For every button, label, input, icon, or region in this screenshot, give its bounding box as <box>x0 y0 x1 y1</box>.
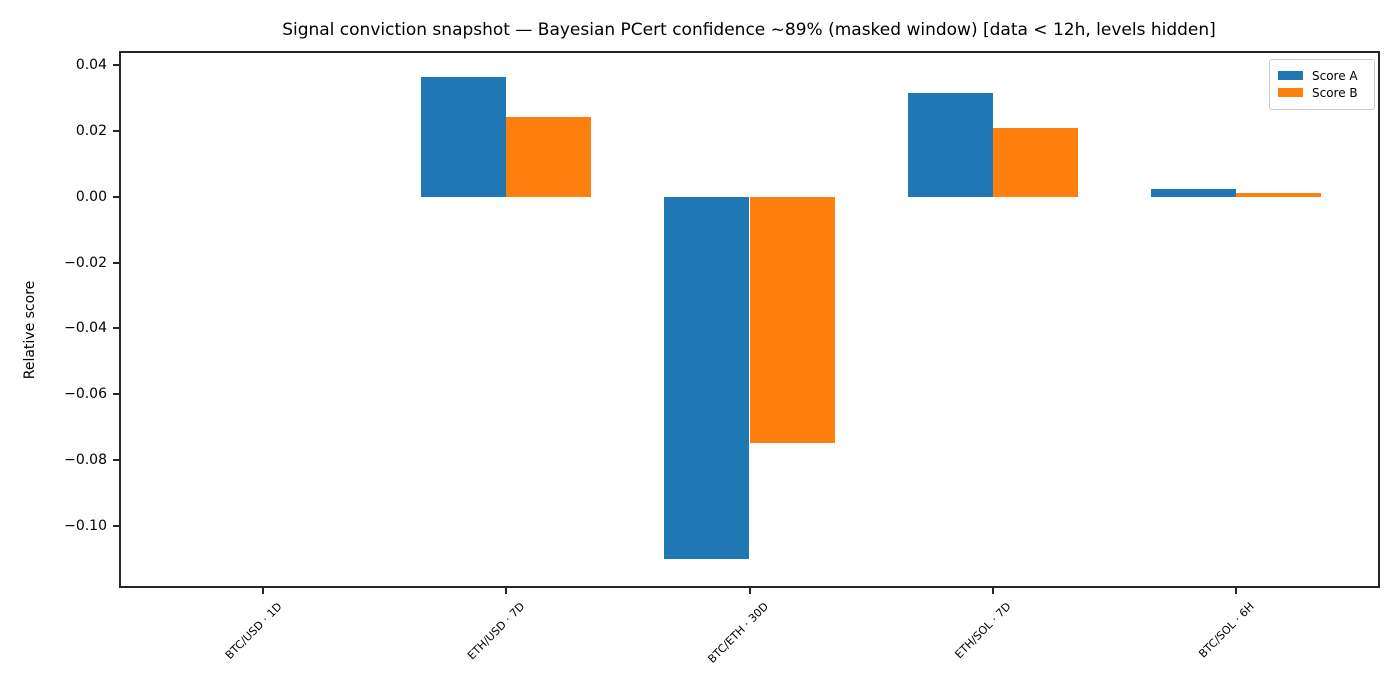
x-tick-mark <box>748 588 751 594</box>
right-spine <box>1378 51 1380 588</box>
legend-label-score-a: Score A <box>1312 68 1358 83</box>
y-tick-label: −0.02 <box>64 254 107 271</box>
x-tick-label: BTC/SOL · 6H <box>1196 600 1257 661</box>
legend: Score A Score B <box>1269 59 1375 110</box>
x-tick-mark <box>262 588 265 594</box>
x-tick-label: BTC/USD · 1D <box>222 600 285 662</box>
y-tick-mark <box>113 327 119 330</box>
x-tick-mark <box>1234 588 1237 594</box>
y-tick-label: 0.02 <box>75 122 107 139</box>
score-b-swatch-icon <box>1278 88 1303 97</box>
bar-score-a-3 <box>907 93 993 197</box>
bar-score-b-1 <box>506 116 592 197</box>
legend-item-score-a: Score A <box>1278 68 1366 83</box>
x-tick-label: ETH/USD · 7D <box>465 600 528 663</box>
bottom-spine <box>119 586 1380 588</box>
bar-score-b-4 <box>1235 192 1321 197</box>
y-tick-mark <box>113 195 119 198</box>
y-tick-label: −0.06 <box>64 386 107 403</box>
y-tick-label: 0.00 <box>75 188 107 205</box>
bar-score-b-3 <box>992 127 1078 197</box>
y-tick-mark <box>113 261 119 264</box>
x-tick-label: ETH/SOL · 7D <box>952 600 1014 662</box>
x-tick-mark <box>505 588 508 594</box>
bar-score-a-2 <box>664 196 750 560</box>
y-tick-mark <box>113 458 119 461</box>
y-tick-mark <box>113 524 119 527</box>
score-a-swatch-icon <box>1278 71 1303 80</box>
y-tick-mark <box>113 64 119 67</box>
bar-score-a-4 <box>1150 189 1236 197</box>
y-tick-label: −0.08 <box>64 451 107 468</box>
y-tick-mark <box>113 393 119 396</box>
y-tick-label: −0.04 <box>64 320 107 337</box>
bar-score-b-2 <box>749 196 835 443</box>
bar-score-a-1 <box>421 76 507 197</box>
x-tick-mark <box>991 588 994 594</box>
y-tick-mark <box>113 129 119 132</box>
y-axis-label: Relative score <box>22 280 38 380</box>
y-tick-label: 0.04 <box>75 57 107 74</box>
top-spine <box>119 51 1380 53</box>
y-tick-label: −0.10 <box>64 517 107 534</box>
x-tick-label: BTC/ETH · 30D <box>704 600 771 666</box>
left-spine <box>119 51 121 588</box>
chart-title: Signal conviction snapshot — Bayesian PC… <box>282 20 1216 40</box>
legend-label-score-b: Score B <box>1312 85 1358 100</box>
legend-item-score-b: Score B <box>1278 85 1366 100</box>
